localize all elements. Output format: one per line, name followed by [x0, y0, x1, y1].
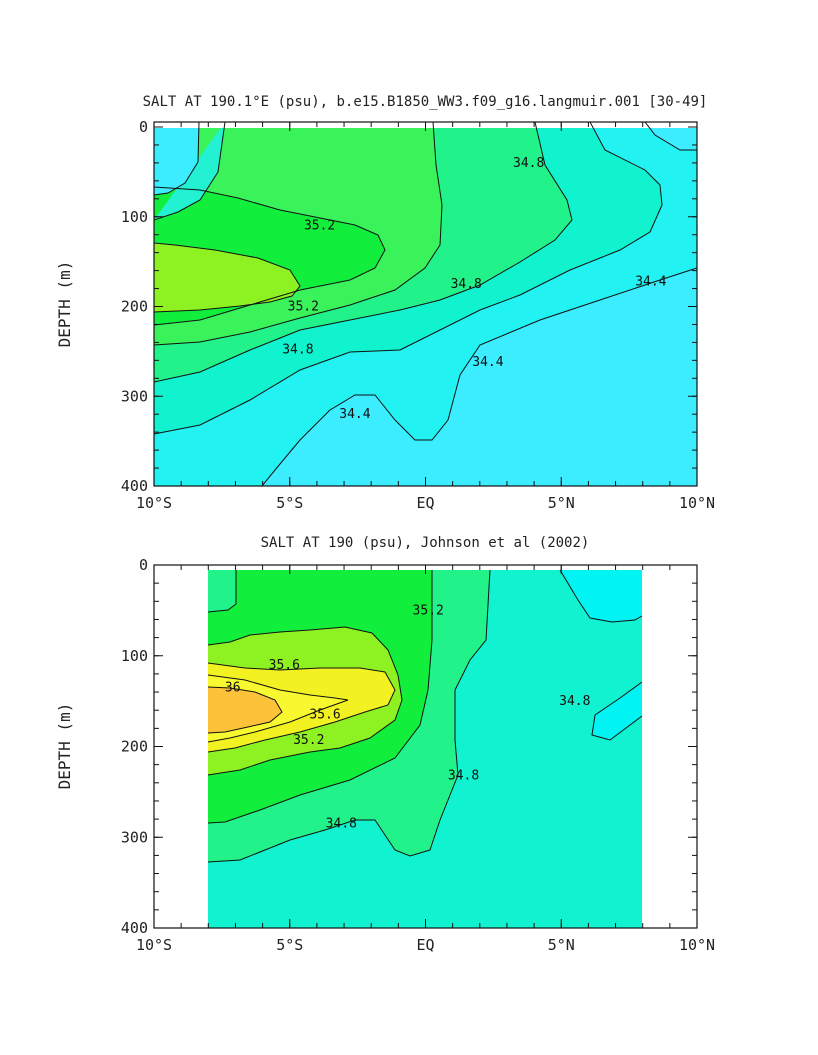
- chart-title: SALT AT 190 (psu), Johnson et al (2002): [261, 535, 590, 551]
- fill-low-salinity-right: [592, 682, 642, 740]
- contour-label: 34.8: [451, 277, 482, 292]
- y-axis-label: DEPTH (m): [55, 261, 74, 348]
- contour-line-34.4: [154, 122, 697, 486]
- y-axis-label: DEPTH (m): [55, 703, 74, 790]
- x-tick-label: 10°N: [679, 936, 715, 954]
- chart-title: SALT AT 190.1°E (psu), b.e15.B1850_WW3.f…: [143, 94, 708, 110]
- contour-label: 35.2: [304, 219, 335, 234]
- contour-label: 36: [225, 681, 241, 696]
- contour-line-34.8: [207, 569, 491, 863]
- contour-line-upper-right: [644, 122, 697, 151]
- contour-line-upper-b: [154, 122, 200, 196]
- contour-label: 34.8: [282, 343, 313, 358]
- x-tick-label: 10°N: [679, 494, 715, 512]
- y-tick-label: 400: [121, 477, 148, 495]
- contour-fill-layer: [208, 570, 642, 928]
- contour-line-35.4: [207, 626, 403, 776]
- y-tick-label: 200: [121, 298, 148, 316]
- axis-ticks: 10°S 5°S EQ 5°N 10°N 0 100 200 300 400: [121, 118, 715, 512]
- contour-label: 35.6: [309, 708, 340, 723]
- x-tick-label: 5°S: [276, 494, 303, 512]
- y-tick-label: 100: [121, 208, 148, 226]
- observed-salinity-panel: SALT AT 190 (psu), Johnson et al (2002) …: [55, 535, 715, 954]
- contour-line-right: [591, 681, 643, 741]
- contour-line-35.4: [154, 242, 301, 313]
- contour-label: 34.8: [326, 817, 357, 832]
- contour-label: 34.8: [448, 769, 479, 784]
- fill-upper-right-corner: [645, 122, 697, 150]
- contour-label: 34.8: [513, 156, 544, 171]
- contour-line-35.0: [154, 122, 443, 346]
- axis-ticks: 10°S 5°S EQ 5°N 10°N 0 100 200 300 400: [121, 556, 715, 954]
- y-tick-label: 100: [121, 647, 148, 665]
- contour-label: 34.4: [339, 407, 370, 422]
- contour-label: 34.8: [559, 694, 590, 709]
- contour-label: 35.2: [288, 300, 319, 315]
- y-tick-label: 400: [121, 919, 148, 937]
- fill-upper-left-corner: [154, 122, 199, 195]
- contour-line-upper-a: [154, 122, 226, 221]
- x-tick-label: 5°S: [276, 936, 303, 954]
- y-tick-label: 300: [121, 387, 148, 405]
- contour-line-upper-left: [207, 570, 237, 613]
- contour-line-36.0: [207, 686, 283, 734]
- x-tick-label: EQ: [416, 936, 434, 954]
- contour-label-group: 34.8 35.2 34.8 34.4 35.2 34.8 34.4 34.4: [282, 156, 666, 422]
- fill-above-36.0: [208, 687, 282, 733]
- contour-label: 34.4: [472, 355, 503, 370]
- contour-line-34.8: [154, 122, 573, 383]
- contour-label: 34.4: [635, 274, 666, 289]
- contour-line-35.6: [207, 662, 396, 753]
- contour-label: 35.2: [293, 733, 324, 748]
- y-tick-label: 300: [121, 828, 148, 846]
- contour-line-upper-right: [559, 569, 643, 623]
- y-tick-label: 0: [139, 118, 148, 136]
- x-tick-label: EQ: [416, 494, 434, 512]
- x-tick-label: 5°N: [548, 494, 575, 512]
- model-salinity-panel: SALT AT 190.1°E (psu), b.e15.B1850_WW3.f…: [55, 94, 715, 512]
- contour-label: 35.6: [269, 658, 300, 673]
- contour-label-group: 35.2 35.6 36 34.8 35.6 35.2 34.8 34.8: [225, 603, 591, 831]
- y-tick-label: 0: [139, 556, 148, 574]
- contour-label: 35.2: [413, 603, 444, 618]
- contour-line-34.6: [154, 122, 663, 435]
- contour-line-35.0: [207, 570, 433, 824]
- contour-line-35.8: [207, 674, 349, 743]
- fill-low-salinity-upper-right: [560, 570, 642, 622]
- contour-lines: [154, 122, 697, 486]
- y-tick-label: 200: [121, 738, 148, 756]
- x-tick-label: 10°S: [136, 494, 172, 512]
- fill-upper-left-corner: [208, 570, 236, 612]
- contour-line-35.2: [154, 186, 386, 326]
- contour-lines: [207, 569, 643, 863]
- x-tick-label: 5°N: [548, 936, 575, 954]
- x-tick-label: 10°S: [136, 936, 172, 954]
